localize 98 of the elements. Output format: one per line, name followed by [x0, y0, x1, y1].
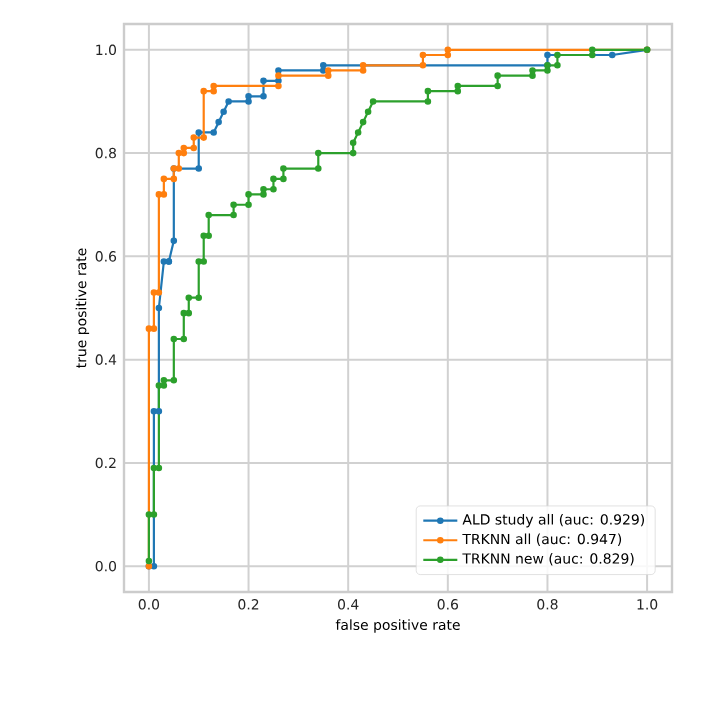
point [180, 309, 188, 317]
point [170, 175, 178, 183]
point [205, 232, 212, 239]
point [280, 175, 287, 183]
point [225, 98, 232, 105]
point [245, 201, 252, 209]
point [185, 309, 193, 317]
point [444, 46, 452, 54]
point [160, 175, 168, 183]
point [190, 134, 198, 141]
point [554, 62, 561, 69]
point [145, 325, 153, 332]
point [364, 108, 372, 116]
point [454, 87, 462, 95]
point [150, 289, 158, 296]
point [270, 185, 277, 193]
point [155, 382, 163, 389]
point [210, 82, 217, 90]
point [215, 118, 222, 126]
point [160, 376, 168, 384]
point [160, 191, 168, 198]
point [160, 382, 168, 389]
point [155, 464, 163, 472]
point [200, 232, 207, 239]
point [170, 335, 178, 343]
point [190, 144, 198, 152]
point [175, 165, 183, 172]
point [210, 129, 217, 136]
point [529, 72, 536, 79]
point [315, 165, 322, 172]
point [324, 72, 332, 79]
point [145, 557, 153, 565]
point [145, 511, 153, 518]
point [230, 201, 237, 209]
point [260, 185, 267, 193]
point [544, 51, 551, 59]
point [155, 407, 163, 415]
point [275, 82, 282, 90]
point [589, 51, 596, 59]
point [270, 175, 277, 183]
point [180, 149, 188, 157]
point [494, 72, 501, 79]
point [275, 72, 282, 79]
point [150, 464, 158, 472]
point [220, 108, 227, 116]
point [608, 51, 616, 59]
point [454, 82, 462, 90]
point [230, 211, 237, 219]
point [275, 67, 282, 74]
point [424, 87, 432, 95]
point [170, 237, 178, 245]
point [180, 335, 188, 343]
point [280, 165, 287, 172]
point [155, 191, 163, 198]
point [195, 165, 203, 172]
point [260, 92, 267, 100]
point [170, 376, 178, 384]
point [424, 98, 432, 105]
point [359, 62, 367, 69]
point [180, 144, 188, 152]
point [195, 294, 203, 301]
point [185, 294, 193, 301]
point [419, 62, 427, 69]
point [324, 67, 332, 74]
point [529, 67, 536, 74]
point [319, 62, 327, 69]
point [150, 325, 158, 332]
point [369, 98, 377, 105]
point [349, 149, 357, 157]
point [155, 289, 163, 296]
point [260, 191, 267, 198]
point [195, 129, 203, 136]
point [359, 67, 367, 74]
point [210, 87, 217, 95]
point [245, 191, 252, 198]
point [349, 139, 357, 147]
point [245, 92, 252, 100]
point [200, 258, 207, 265]
point [150, 407, 158, 415]
point [554, 51, 561, 59]
point [589, 46, 596, 54]
point [315, 149, 322, 157]
point [544, 67, 551, 74]
point [419, 51, 427, 59]
point [260, 77, 267, 85]
point [494, 82, 501, 90]
point [200, 87, 207, 95]
point [175, 149, 183, 157]
point [150, 511, 158, 518]
point [150, 562, 158, 570]
point [205, 211, 212, 219]
point [200, 134, 207, 141]
point [155, 304, 163, 312]
point [359, 118, 367, 126]
point [275, 77, 282, 85]
point [245, 98, 252, 105]
point [354, 129, 362, 136]
point [444, 51, 452, 59]
